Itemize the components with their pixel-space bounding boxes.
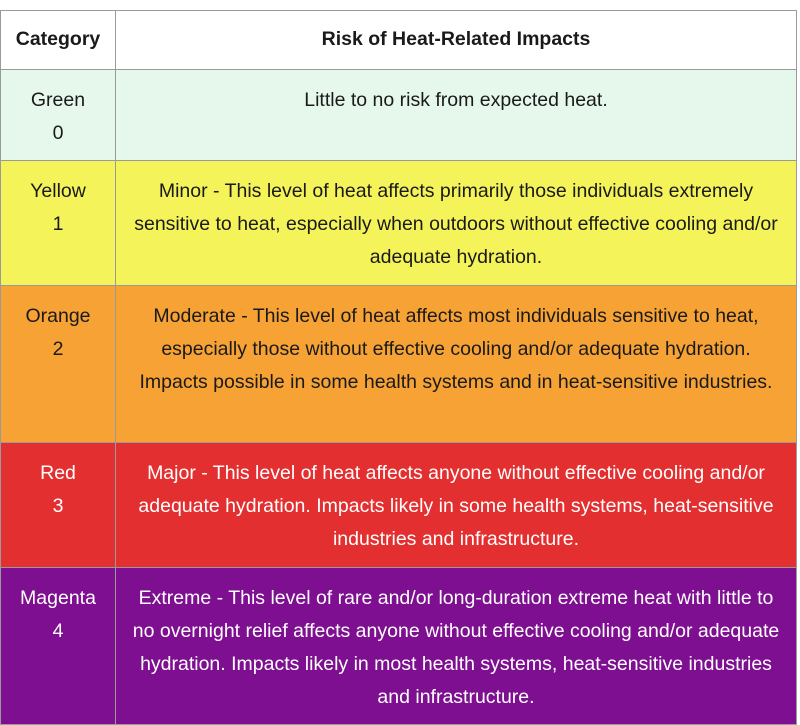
category-name: Magenta: [20, 587, 96, 609]
category-cell: Magenta 4: [0, 567, 116, 725]
category-level: 3: [52, 495, 64, 517]
category-name: Red: [40, 462, 76, 484]
table-row-orange: Orange 2 Moderate - This level of heat a…: [0, 285, 797, 443]
table-row-green: Green 0 Little to no risk from expected …: [0, 69, 797, 161]
category-level: 4: [52, 620, 64, 642]
table-row-red: Red 3 Major - This level of heat affects…: [0, 442, 797, 568]
category-name: Orange: [25, 305, 91, 327]
category-level: 0: [52, 122, 64, 144]
category-cell: Red 3: [0, 442, 116, 568]
category-cell: Yellow 1: [0, 160, 116, 286]
category-level: 1: [52, 213, 64, 235]
heat-risk-table: Category Risk of Heat-Related Impacts Gr…: [0, 10, 797, 725]
table-row-magenta: Magenta 4 Extreme - This level of rare a…: [0, 567, 797, 725]
category-name: Green: [30, 89, 86, 111]
category-column-header: Category: [0, 10, 116, 70]
risk-column-header: Risk of Heat-Related Impacts: [115, 10, 797, 70]
risk-description: Extreme - This level of rare and/or long…: [115, 567, 797, 725]
risk-description: Little to no risk from expected heat.: [115, 69, 797, 161]
risk-description: Major - This level of heat affects anyon…: [115, 442, 797, 568]
category-level: 2: [52, 338, 64, 360]
table-row-yellow: Yellow 1 Minor - This level of heat affe…: [0, 160, 797, 286]
risk-description: Moderate - This level of heat affects mo…: [115, 285, 797, 443]
category-cell: Green 0: [0, 69, 116, 161]
table-header-row: Category Risk of Heat-Related Impacts: [0, 10, 797, 70]
category-name: Yellow: [30, 180, 86, 202]
category-cell: Orange 2: [0, 285, 116, 443]
risk-description: Minor - This level of heat affects prima…: [115, 160, 797, 286]
